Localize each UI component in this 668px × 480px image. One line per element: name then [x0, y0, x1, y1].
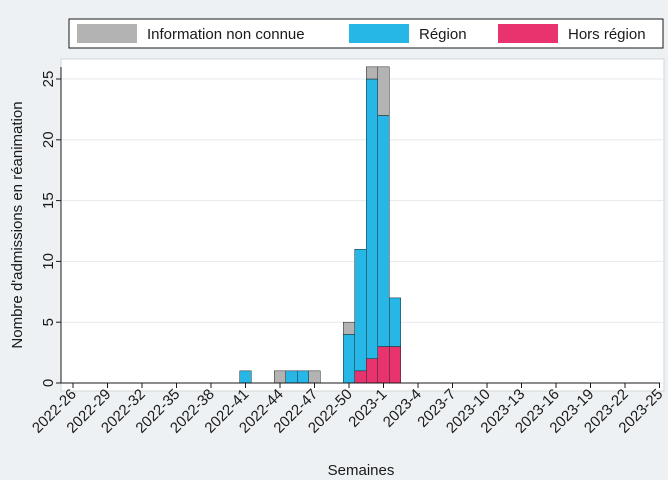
bar-segment — [354, 248, 367, 372]
legend-swatch — [498, 24, 558, 43]
x-tick-label: 2023-4 — [380, 386, 425, 431]
bar-segment — [377, 346, 390, 384]
bar-segment — [297, 370, 309, 384]
y-tick-label: 10 — [40, 253, 57, 270]
bar-segment — [366, 78, 378, 359]
legend: Information non connue Région Hors région — [68, 18, 664, 49]
bar-segment — [377, 66, 390, 116]
y-tick-label: 15 — [40, 192, 57, 209]
x-tick-label: 2023-1 — [345, 386, 390, 431]
y-tick-label: 25 — [40, 71, 57, 88]
y-axis-title: Nombre d'admissions en réanimation — [9, 101, 26, 348]
legend-swatch — [77, 24, 137, 43]
y-tick-label: 5 — [40, 318, 57, 326]
bar-segment — [343, 334, 355, 384]
legend-label: Région — [419, 26, 467, 43]
bar-segment — [354, 370, 367, 384]
bar-segment — [366, 66, 378, 80]
legend-label: Hors région — [568, 26, 646, 43]
bar-segment — [308, 370, 321, 384]
legend-swatch — [349, 24, 409, 43]
bar-segment — [377, 115, 390, 347]
bar-segment — [274, 370, 286, 384]
legend-label: Information non connue — [147, 26, 305, 43]
bar-segment — [389, 346, 401, 384]
bar-segment — [343, 321, 355, 335]
bar-segment — [366, 358, 378, 384]
bar-segment — [285, 370, 298, 384]
y-tick-label: 0 — [40, 379, 57, 387]
x-axis-title: Semaines — [328, 462, 395, 479]
bar-segment — [389, 297, 401, 347]
bar-segment — [239, 370, 252, 384]
y-tick-label: 20 — [40, 131, 57, 148]
